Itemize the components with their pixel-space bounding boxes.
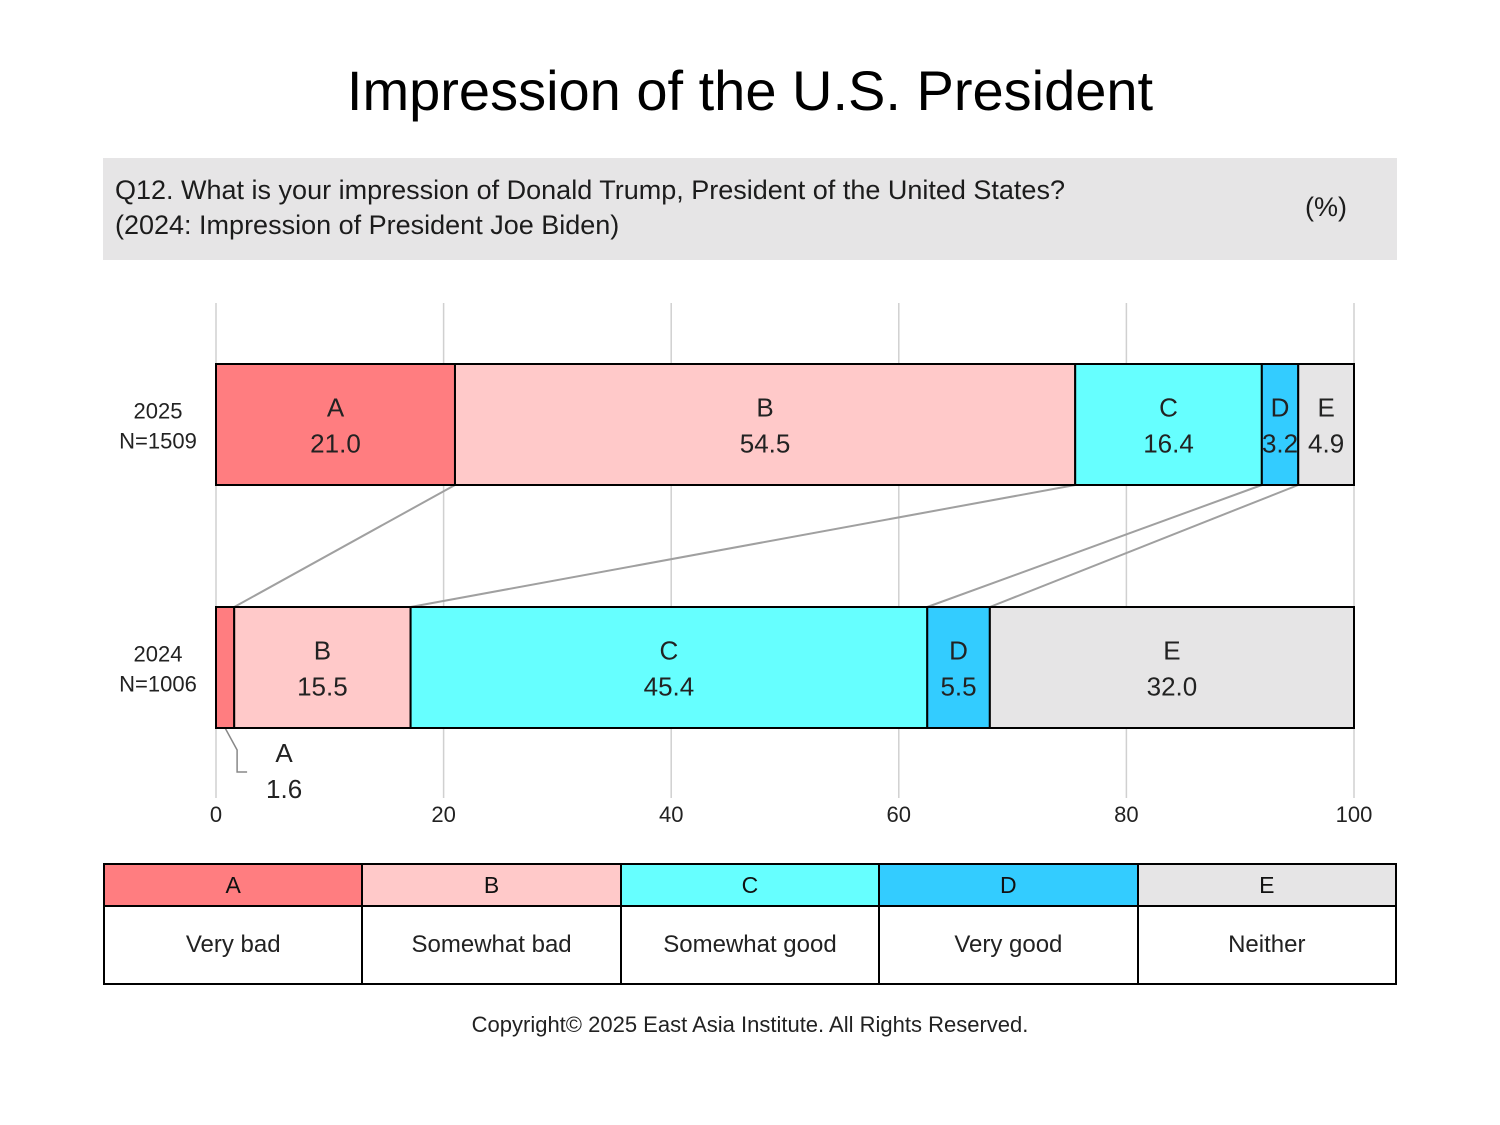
bar-segment-d — [926, 606, 991, 729]
bar-segment-e — [1297, 363, 1356, 486]
copyright-text: Copyright© 2025 East Asia Institute. All… — [471, 1012, 1029, 1037]
legend-label-e: Neither — [1136, 905, 1398, 985]
legend-code-c: C — [619, 863, 881, 907]
segment-value-label: 21.0 — [310, 429, 361, 459]
segment-value-label: 5.5 — [940, 672, 976, 702]
connector-line — [233, 484, 456, 608]
segment-code-label: D — [1271, 393, 1290, 423]
segment-code-label: D — [949, 636, 968, 666]
x-tick-label: 60 — [887, 802, 911, 827]
category-label-year: 2024 — [134, 642, 183, 667]
connector-line — [926, 484, 1263, 608]
segment-code-label: B — [314, 636, 331, 666]
category-label-n: N=1509 — [119, 429, 197, 454]
bar-segment-c — [409, 606, 929, 729]
legend-label-b: Somewhat bad — [361, 905, 622, 985]
segment-value-label: 4.9 — [1308, 429, 1344, 459]
x-axis: 0 20 40 60 80 100 — [210, 802, 1372, 827]
legend-code-b: B — [361, 863, 622, 907]
x-tick-label: 20 — [431, 802, 455, 827]
legend-code-e: E — [1136, 863, 1398, 907]
x-tick-label: 80 — [1114, 802, 1138, 827]
question-text: Q12. What is your impression of Donald T… — [115, 175, 1065, 205]
category-label-n: N=1006 — [119, 672, 197, 697]
segment-code-label: E — [1163, 636, 1180, 666]
legend-code-d: D — [878, 863, 1139, 907]
connector-lines — [224, 484, 1299, 773]
segment-code-label: C — [660, 636, 679, 666]
bar-segment-b — [233, 606, 412, 729]
segment-code-label: B — [756, 393, 773, 423]
x-tick-label: 0 — [210, 802, 222, 827]
segment-value-label: 32.0 — [1147, 672, 1198, 702]
segment-code-label: A — [327, 393, 345, 423]
connector-line — [989, 484, 1299, 608]
segment-value-label: 1.6 — [266, 774, 302, 804]
segment-code-label: C — [1159, 393, 1178, 423]
stacked-bar-chart: 2025 N=1509 A 21.0 B 54.5 C 16.4 D 3.2 E 4.9 2024 N=1… — [119, 303, 1372, 827]
legend-table: A B C D E Very bad Somewhat bad Somewhat… — [102, 863, 1398, 985]
x-tick-label: 100 — [1336, 802, 1373, 827]
x-tick-label: 40 — [659, 802, 683, 827]
chart-title: Impression of the U.S. President — [346, 59, 1154, 122]
segment-code-label: E — [1317, 393, 1334, 423]
bar-segment-e — [988, 606, 1356, 729]
bar-labels: 2025 N=1509 A 21.0 B 54.5 C 16.4 D 3.2 E 4.9 2024 N=1… — [119, 393, 1344, 805]
segment-value-label: 15.5 — [297, 672, 348, 702]
bar-segment-c — [1074, 363, 1263, 486]
bar-segment-b — [453, 363, 1077, 486]
segment-code-label: A — [275, 738, 293, 768]
bar-segment-a — [215, 363, 456, 486]
bar-segment-a — [215, 606, 236, 729]
callout-line — [224, 727, 248, 773]
legend-label-d: Very good — [878, 905, 1139, 985]
connector-line — [410, 484, 1076, 608]
segment-value-label: 54.5 — [740, 429, 791, 459]
legend-code-a: A — [102, 863, 364, 907]
segment-value-label: 16.4 — [1143, 429, 1194, 459]
segment-value-label: 3.2 — [1262, 429, 1298, 459]
legend-label-a: Very bad — [102, 905, 364, 985]
legend-label-c: Somewhat good — [619, 905, 881, 985]
question-box: Q12. What is your impression of Donald T… — [103, 158, 1397, 260]
segment-value-label: 45.4 — [644, 672, 695, 702]
bars — [215, 363, 1356, 729]
unit-label: (%) — [1305, 192, 1347, 222]
bar-segment-d — [1260, 363, 1300, 486]
category-label-year: 2025 — [134, 399, 183, 424]
question-subtext: (2024: Impression of President Joe Biden… — [115, 210, 620, 240]
